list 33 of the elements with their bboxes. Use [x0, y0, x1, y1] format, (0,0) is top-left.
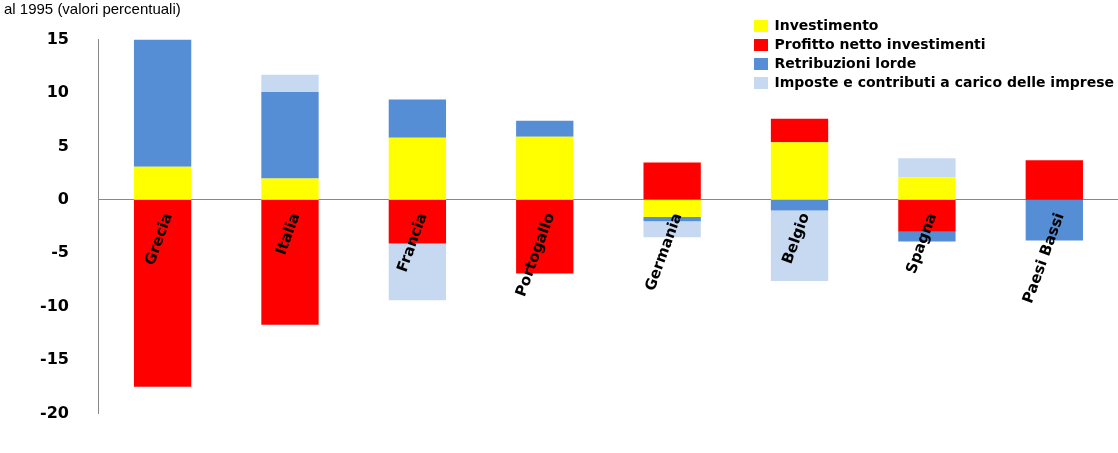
bar [261, 74, 319, 92]
bar [261, 178, 319, 200]
y-tick-label: 15 [46, 28, 69, 48]
y-tick-label: -5 [51, 242, 69, 262]
bar [1025, 160, 1083, 200]
bar [770, 199, 829, 211]
bar [261, 91, 319, 179]
bar [133, 166, 192, 200]
bar [388, 137, 447, 200]
legend-label: Imposte e contributi a carico delle imprese [774, 73, 1114, 92]
y-tick-label: 0 [57, 188, 69, 208]
bar [770, 142, 829, 200]
bar [770, 118, 829, 143]
y-tick-label: -10 [40, 295, 69, 315]
bar [261, 199, 319, 325]
bar [133, 39, 192, 167]
x-tick-label: Paesi Bassi [1018, 210, 1068, 306]
chart-title: al 1995 (valori percentuali) [4, 0, 181, 17]
bar [898, 158, 956, 178]
legend-label: Retribuzioni lorde [774, 54, 917, 73]
bar [133, 199, 192, 387]
y-tick-label: 5 [57, 135, 69, 155]
bar [643, 162, 701, 200]
x-tick-label: Italia [271, 210, 304, 258]
bar [516, 120, 574, 137]
bar [898, 177, 956, 200]
bar [388, 99, 447, 138]
y-tick-label: 10 [46, 82, 69, 102]
y-tick-label: -15 [40, 349, 69, 369]
legend-label: Profitto netto investimenti [774, 35, 986, 54]
legend-label: Investimento [774, 16, 879, 35]
bar [516, 136, 574, 200]
y-tick-label: -20 [40, 402, 69, 422]
